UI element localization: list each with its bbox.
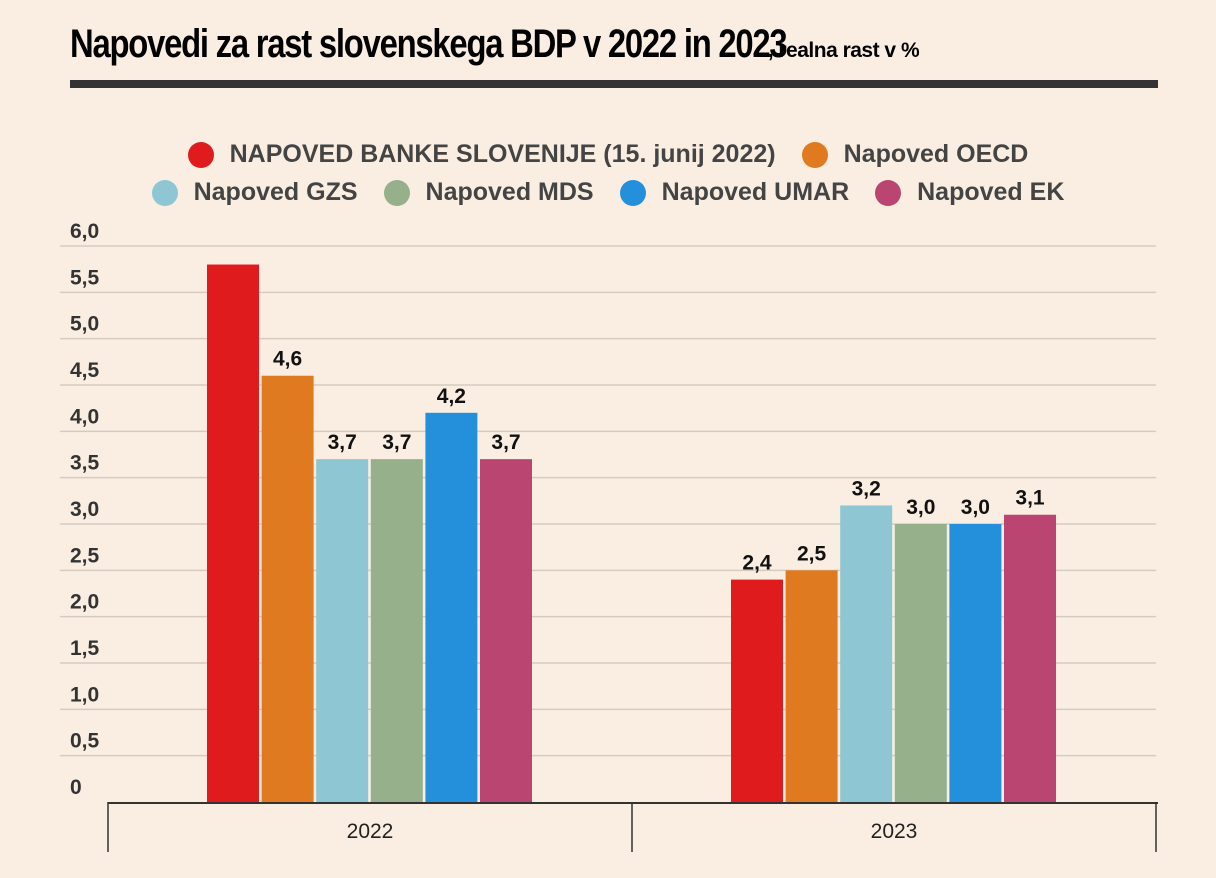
x-tick-label: 2023 xyxy=(871,820,918,843)
legend-dot-icon xyxy=(619,179,646,206)
legend-label: Napoved OECD xyxy=(843,140,1029,168)
subtitle-text: , realna rast v % xyxy=(767,39,920,62)
y-tick-label: 5,5 xyxy=(70,266,100,289)
bar xyxy=(785,570,838,802)
legend-label: Napoved UMAR xyxy=(661,178,850,206)
bar xyxy=(480,459,532,802)
legend-row-1: NAPOVED BANKE SLOVENIJE (15. junij 2022)… xyxy=(0,140,1216,169)
data-label: 4,2 xyxy=(437,385,466,408)
bar xyxy=(316,459,369,802)
legend-item: NAPOVED BANKE SLOVENIJE (15. junij 2022) xyxy=(187,140,776,169)
y-tick-label: 1,0 xyxy=(70,683,99,706)
data-label: 3,0 xyxy=(961,496,990,519)
data-label: 3,7 xyxy=(382,431,411,454)
y-tick-label: 2,0 xyxy=(70,591,99,614)
legend-item: Napoved GZS xyxy=(151,178,358,207)
y-tick-label: 4,5 xyxy=(70,359,100,382)
legend-label: Napoved GZS xyxy=(193,178,358,206)
legend-label: Napoved MDS xyxy=(425,178,594,206)
legend-item: Napoved MDS xyxy=(383,178,594,207)
legend-dot-icon xyxy=(875,179,902,206)
bar xyxy=(261,375,314,802)
y-tick-label: 0,5 xyxy=(70,730,100,753)
legend-label: NAPOVED BANKE SLOVENIJE (15. junij 2022) xyxy=(229,140,776,168)
y-tick-label: 2,5 xyxy=(70,544,100,567)
legend-dot-icon xyxy=(383,179,410,206)
bar xyxy=(840,505,893,802)
data-label: 2,5 xyxy=(797,542,827,565)
y-tick-label: 3,5 xyxy=(70,452,100,475)
bar xyxy=(207,264,259,802)
bar xyxy=(370,459,423,802)
legend-item: Napoved OECD xyxy=(801,140,1029,169)
legend-row-2: Napoved GZS Napoved MDS Napoved UMAR Nap… xyxy=(0,178,1216,207)
x-tick-label: 2022 xyxy=(347,820,394,843)
data-label: 2,4 xyxy=(742,552,772,575)
bar xyxy=(731,579,783,802)
bar xyxy=(949,524,1002,802)
data-label: 3,7 xyxy=(328,431,357,454)
y-tick-label: 6,0 xyxy=(70,220,99,243)
y-tick-label: 4,0 xyxy=(70,405,99,428)
data-label: 3,0 xyxy=(906,496,935,519)
legend-item: Napoved EK xyxy=(875,178,1064,207)
bar xyxy=(894,524,947,802)
bar xyxy=(1004,514,1056,802)
data-label: 3,7 xyxy=(491,431,520,454)
title-text: Napovedi za rast slovenskega BDP v 2022 … xyxy=(70,22,788,66)
legend-dot-icon xyxy=(801,141,828,168)
data-label: 4,6 xyxy=(273,348,302,371)
y-tick-label: 3,0 xyxy=(70,498,99,521)
y-tick-label: 1,5 xyxy=(70,637,100,660)
data-label: 3,2 xyxy=(852,477,881,500)
y-tick-label: 5,0 xyxy=(70,313,99,336)
legend-label: Napoved EK xyxy=(917,178,1065,206)
data-label: 3,1 xyxy=(1015,487,1045,510)
legend-dot-icon xyxy=(151,179,178,206)
y-tick-label: 0 xyxy=(70,776,82,799)
bar xyxy=(425,412,478,802)
chart-title: Napovedi za rast slovenskega BDP v 2022 … xyxy=(70,22,920,67)
legend-dot-icon xyxy=(187,141,214,168)
legend-item: Napoved UMAR xyxy=(619,178,850,207)
title-rule xyxy=(70,80,1158,88)
